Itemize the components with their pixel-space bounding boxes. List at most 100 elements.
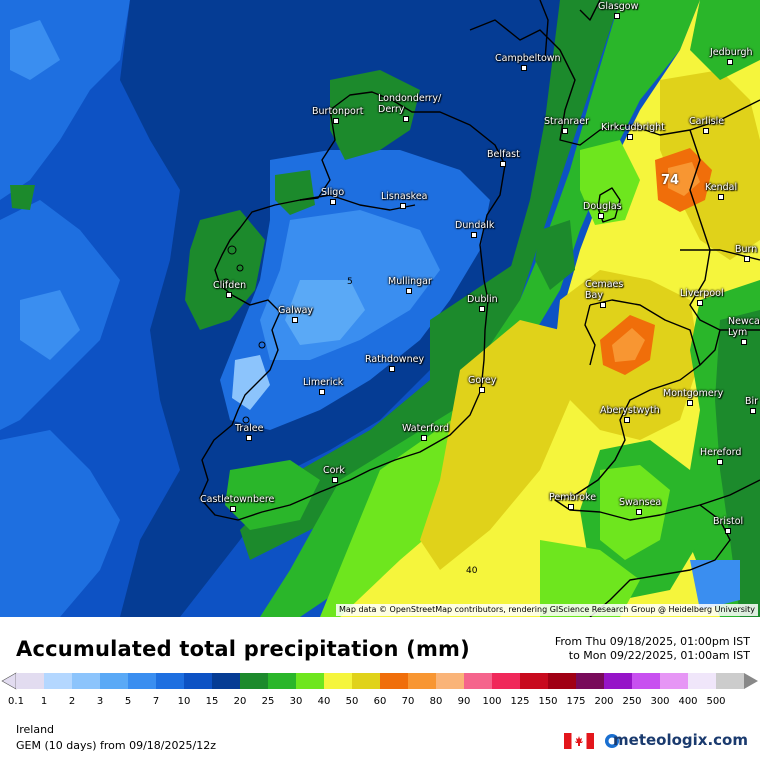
scale-tick-label: 10 <box>177 696 191 707</box>
city-marker-icon <box>567 504 574 510</box>
scale-swatch <box>128 673 157 689</box>
city-marker-icon <box>635 509 642 515</box>
city-marker-icon <box>332 118 339 124</box>
canada-flag-icon <box>564 733 594 749</box>
scale-tick-label: 125 <box>510 696 530 707</box>
city-name: Aberystwyth <box>600 405 660 416</box>
city-name: Hereford <box>700 447 742 458</box>
city-label: Glasgow <box>598 1 639 19</box>
city-label: Kirkcudbright <box>601 122 665 140</box>
precipitation-map[interactable]: 5 40 74 Glasgow Jedburgh Campbeltown Burton… <box>0 0 760 617</box>
city-marker-icon <box>740 339 747 345</box>
city-name: Newca <box>728 316 760 327</box>
city-label: Clifden <box>213 280 246 298</box>
city-marker-icon <box>403 116 410 122</box>
city-marker-icon <box>479 387 486 393</box>
city-name: Liverpool <box>680 288 724 299</box>
city-label: Burn <box>735 244 758 262</box>
city-label: Dundalk <box>455 220 495 238</box>
city-label: Rathdowney <box>365 354 425 372</box>
city-label: Galway <box>278 305 313 323</box>
city-marker-icon <box>330 199 337 205</box>
scale-swatch <box>632 673 661 689</box>
city-marker-icon <box>405 288 412 294</box>
scale-swatch <box>296 673 325 689</box>
city-name: Swansea <box>619 497 662 508</box>
city-name: Castletownbere <box>200 494 275 505</box>
city-marker-icon <box>626 134 633 140</box>
scale-swatch <box>240 673 269 689</box>
scale-swatch <box>380 673 409 689</box>
city-name: Glasgow <box>598 1 639 12</box>
scale-swatch <box>660 673 689 689</box>
city-name: Rathdowney <box>365 354 425 365</box>
scale-swatch <box>464 673 493 689</box>
city-label: Aberystwyth <box>600 405 660 423</box>
city-name: Pembroke <box>549 492 597 503</box>
city-marker-icon <box>388 366 395 372</box>
scale-arrow-left <box>1 672 17 690</box>
city-label: Waterford <box>402 423 449 441</box>
city-marker-icon <box>521 65 528 71</box>
scale-tick-label: 175 <box>566 696 586 707</box>
city-label: Dublin <box>467 294 498 312</box>
city-marker-icon <box>697 300 704 306</box>
city-label: Belfast <box>487 149 520 167</box>
city-marker-icon <box>600 302 607 308</box>
city-name: Carlisle <box>689 116 725 127</box>
scale-swatch <box>716 673 745 689</box>
city-name: Lym <box>728 327 748 338</box>
scale-tick-label: 200 <box>594 696 614 707</box>
city-label: Burtonport <box>312 106 364 124</box>
city-name: Burtonport <box>312 106 364 117</box>
legend-panel: Accumulated total precipitation (mm) Fro… <box>0 617 760 760</box>
city-name: Sligo <box>321 187 345 198</box>
city-name: Burn <box>735 244 758 255</box>
scale-tick-label: 25 <box>261 696 275 707</box>
city-marker-icon <box>750 408 757 414</box>
city-label: Londonderry/Derry <box>378 93 441 122</box>
city-name: Dublin <box>467 294 498 305</box>
city-label: Montgomery <box>663 388 723 406</box>
city-name: Lisnaskea <box>381 191 428 202</box>
city-marker-icon <box>703 128 710 134</box>
scale-swatch <box>688 673 717 689</box>
city-marker-icon <box>687 400 694 406</box>
scale-tick-label: 1 <box>40 696 48 707</box>
city-marker-icon <box>470 232 477 238</box>
scale-swatch <box>520 673 549 689</box>
map-canvas <box>0 0 760 617</box>
city-marker-icon <box>623 417 630 423</box>
city-label: Cemaes Bay <box>585 279 623 308</box>
city-name: Gorey <box>468 375 497 386</box>
scale-swatch <box>324 673 353 689</box>
city-label: Stranraer <box>544 116 589 134</box>
scale-tick-label: 500 <box>706 696 726 707</box>
city-label: Liverpool <box>680 288 724 306</box>
city-marker-icon <box>319 389 326 395</box>
city-label: Sligo <box>321 187 345 205</box>
scale-swatch <box>156 673 185 689</box>
city-marker-icon <box>500 161 507 167</box>
scale-swatch <box>548 673 577 689</box>
scale-tick-label: 5 <box>124 696 132 707</box>
city-marker-icon <box>614 13 621 19</box>
city-label: Pembroke <box>549 492 597 510</box>
period-from: From Thu 09/18/2025, 01:00pm IST <box>554 635 750 648</box>
scale-swatch <box>72 673 101 689</box>
city-label: Jedburgh <box>710 47 753 65</box>
city-name: Bristol <box>713 516 744 527</box>
scale-swatch <box>44 673 73 689</box>
city-label: Cork <box>323 465 345 483</box>
city-name: Dundalk <box>455 220 495 231</box>
city-label: Castletownbere <box>200 494 275 512</box>
period-to: to Mon 09/22/2025, 01:00am IST <box>568 649 750 662</box>
city-marker-icon <box>246 435 253 441</box>
city-name: Campbeltown <box>495 53 561 64</box>
city-marker-icon <box>743 256 750 262</box>
brand-link[interactable]: meteologix.com <box>613 731 748 749</box>
scale-tick-label: 15 <box>205 696 219 707</box>
city-name: Douglas <box>583 201 622 212</box>
model-label: GEM (10 days) from 09/18/2025/12z <box>16 739 216 752</box>
scale-swatch <box>604 673 633 689</box>
